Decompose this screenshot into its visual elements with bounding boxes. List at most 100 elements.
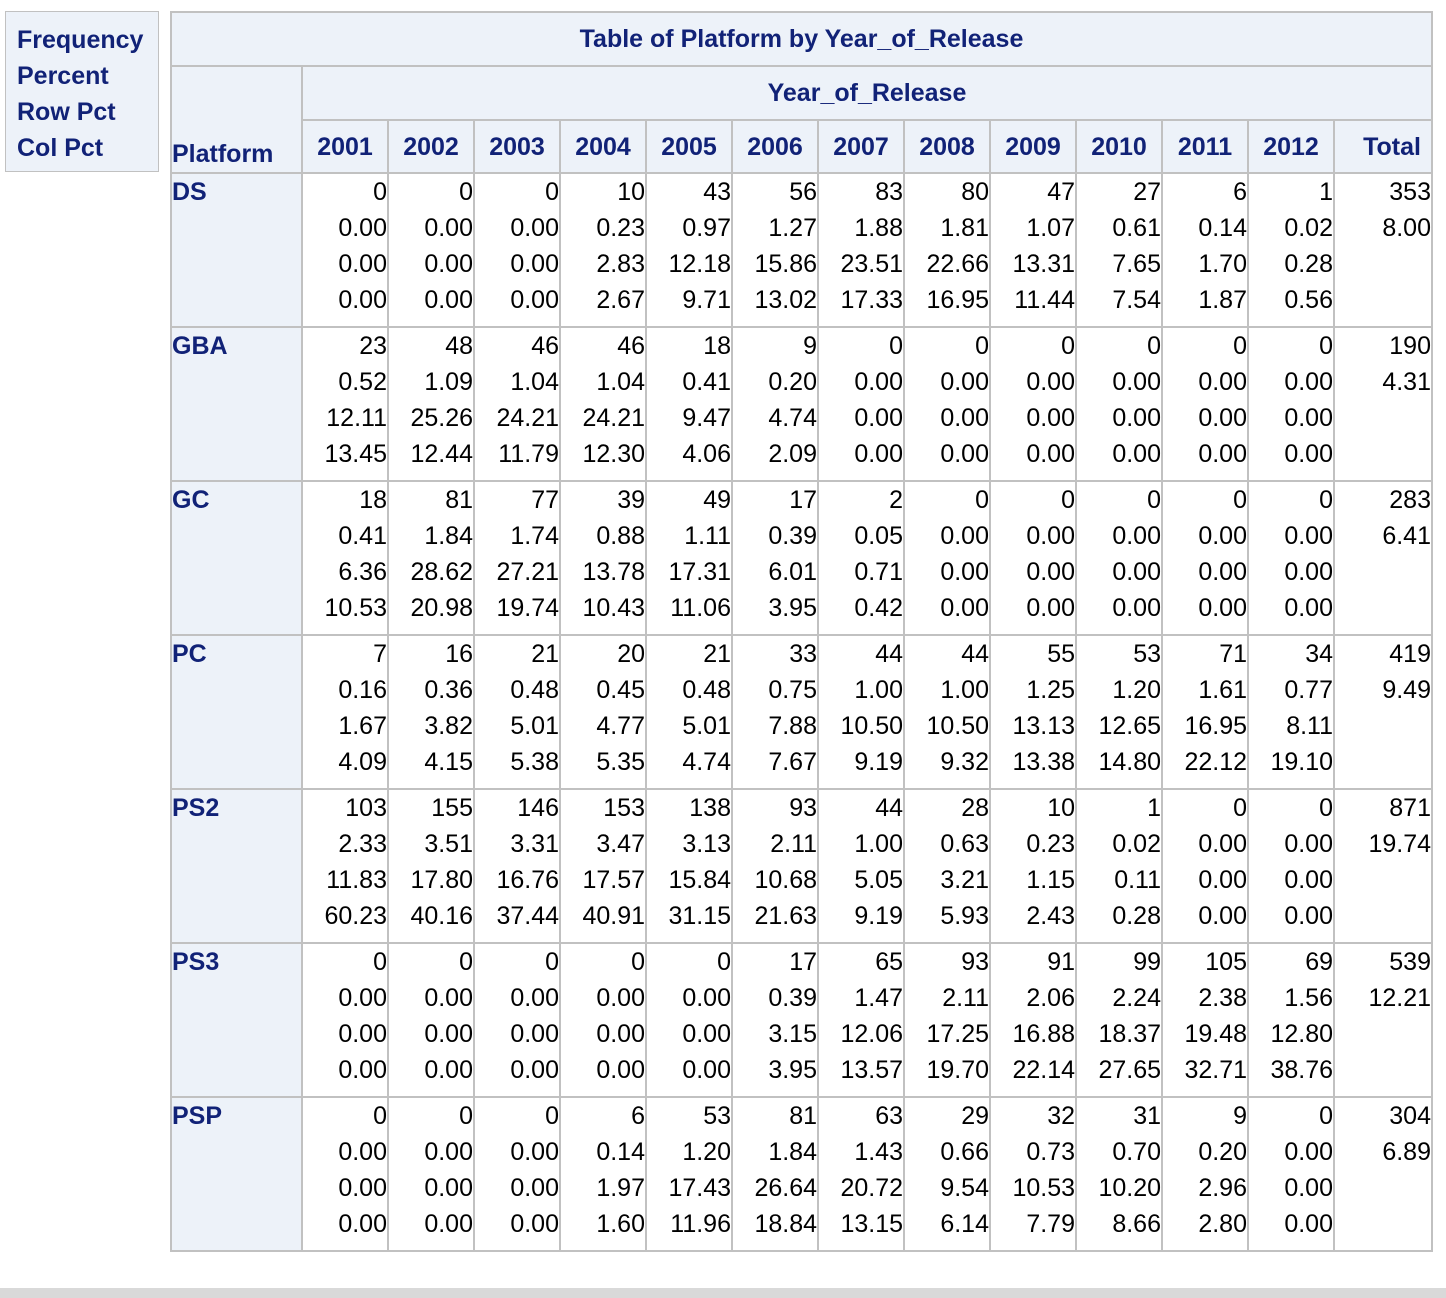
cell-pct: 1.07 xyxy=(1026,214,1075,242)
cell-colpct: 40.16 xyxy=(410,902,473,930)
cell-colpct: 10.53 xyxy=(324,594,387,622)
cell-freq: 21 xyxy=(531,640,559,668)
cell-pct: 0.00 xyxy=(940,368,989,396)
cell-freq: 69 xyxy=(1305,948,1333,976)
legend-percent: Percent xyxy=(17,62,109,90)
cell-rowpct: 0.00 xyxy=(510,1174,559,1202)
cell-freq: 9 xyxy=(1233,1102,1247,1130)
cell-freq: 0 xyxy=(459,1102,473,1130)
cell-colpct: 2.43 xyxy=(1026,902,1075,930)
cell-total-pct: 6.89 xyxy=(1382,1138,1431,1166)
cell-freq: 44 xyxy=(875,794,903,822)
cell-rowpct: 24.21 xyxy=(582,404,645,432)
table-cell: 47 1.07 13.31 11.44 xyxy=(989,172,1077,328)
cell-pct: 0.00 xyxy=(510,984,559,1012)
cell-colpct: 0.00 xyxy=(940,594,989,622)
table-cell: 0 0.00 0.00 0.00 xyxy=(1247,326,1335,482)
table-row: DS 0 0.00 0.00 0.00 0 0.00 0.00 0.00 0 0.00 0.00 0.0… xyxy=(170,172,1433,328)
cell-colpct: 12.44 xyxy=(410,440,473,468)
table-row: PC 7 0.16 1.67 4.09 16 0.36 3.82 4.15 21 0.48 5.01 5… xyxy=(170,634,1433,790)
table-cell: 21 0.48 5.01 4.74 xyxy=(645,634,733,790)
cell-pct: 0.00 xyxy=(338,984,387,1012)
total-cell: 304 6.89 xyxy=(1333,1096,1433,1252)
cell-colpct: 13.57 xyxy=(840,1056,903,1084)
cell-freq: 49 xyxy=(703,486,731,514)
cell-pct: 0.77 xyxy=(1284,676,1333,704)
table-cell: 48 1.09 25.26 12.44 xyxy=(387,326,475,482)
cell-pct: 1.56 xyxy=(1284,984,1333,1012)
cell-freq: 0 xyxy=(373,1102,387,1130)
table-cell: 0 0.00 0.00 0.00 xyxy=(301,942,389,1098)
table-row: PSP 0 0.00 0.00 0.00 0 0.00 0.00 0.00 0 0.00 0.00 0.… xyxy=(170,1096,1433,1252)
cell-colpct: 0.00 xyxy=(424,1210,473,1238)
cell-pct: 1.88 xyxy=(854,214,903,242)
cell-rowpct: 17.31 xyxy=(668,558,731,586)
cell-colpct: 0.00 xyxy=(1026,440,1075,468)
table-cell: 146 3.31 16.76 37.44 xyxy=(473,788,561,944)
cell-rowpct: 1.70 xyxy=(1198,250,1247,278)
cell-colpct: 16.95 xyxy=(926,286,989,314)
cell-total-freq: 419 xyxy=(1389,640,1431,668)
table-cell: 32 0.73 10.53 7.79 xyxy=(989,1096,1077,1252)
table-cell: 21 0.48 5.01 5.38 xyxy=(473,634,561,790)
legend-col-pct: Col Pct xyxy=(17,134,104,162)
cell-pct: 0.00 xyxy=(510,214,559,242)
table-cell: 81 1.84 26.64 18.84 xyxy=(731,1096,819,1252)
cell-pct: 1.84 xyxy=(424,522,473,550)
cell-freq: 91 xyxy=(1047,948,1075,976)
cell-colpct: 4.74 xyxy=(682,748,731,776)
cell-colpct: 8.66 xyxy=(1112,1210,1161,1238)
cell-colpct: 12.30 xyxy=(582,440,645,468)
table-cell: 6 0.14 1.70 1.87 xyxy=(1161,172,1249,328)
cell-pct: 0.02 xyxy=(1112,830,1161,858)
cell-colpct: 18.84 xyxy=(754,1210,817,1238)
year-header-2009: 2009 xyxy=(989,119,1077,174)
cell-rowpct: 0.00 xyxy=(338,250,387,278)
cell-freq: 77 xyxy=(531,486,559,514)
cell-pct: 0.48 xyxy=(510,676,559,704)
cell-rowpct: 7.88 xyxy=(768,712,817,740)
table-title: Table of Platform by Year_of_Release xyxy=(170,11,1433,67)
cell-rowpct: 3.21 xyxy=(940,866,989,894)
table-cell: 0 0.00 0.00 0.00 xyxy=(1075,480,1163,636)
cell-rowpct: 2.83 xyxy=(596,250,645,278)
cell-freq: 0 xyxy=(373,178,387,206)
cell-rowpct: 23.51 xyxy=(840,250,903,278)
table-cell: 0 0.00 0.00 0.00 xyxy=(989,480,1077,636)
cell-colpct: 5.38 xyxy=(510,748,559,776)
cell-rowpct: 4.77 xyxy=(596,712,645,740)
cell-freq: 46 xyxy=(531,332,559,360)
cell-freq: 7 xyxy=(373,640,387,668)
cell-rowpct: 0.00 xyxy=(338,1174,387,1202)
cell-rowpct: 0.00 xyxy=(596,1020,645,1048)
cell-freq: 93 xyxy=(789,794,817,822)
cell-pct: 0.00 xyxy=(854,368,903,396)
cell-freq: 2 xyxy=(889,486,903,514)
cell-colpct: 38.76 xyxy=(1270,1056,1333,1084)
cell-colpct: 0.00 xyxy=(1284,1210,1333,1238)
table-cell: 31 0.70 10.20 8.66 xyxy=(1075,1096,1163,1252)
table-cell: 34 0.77 8.11 19.10 xyxy=(1247,634,1335,790)
cell-rowpct: 0.00 xyxy=(510,1020,559,1048)
year-header-2007: 2007 xyxy=(817,119,905,174)
cell-pct: 2.11 xyxy=(770,830,817,858)
cell-pct: 0.00 xyxy=(1026,368,1075,396)
cell-pct: 0.39 xyxy=(768,522,817,550)
total-cell: 353 8.00 xyxy=(1333,172,1433,328)
cell-pct: 0.88 xyxy=(596,522,645,550)
platform-label: GBA xyxy=(170,326,303,482)
cell-freq: 20 xyxy=(617,640,645,668)
cell-freq: 10 xyxy=(1047,794,1075,822)
cell-pct: 3.13 xyxy=(682,830,731,858)
cell-pct: 1.11 xyxy=(684,522,731,550)
cell-rowpct: 0.00 xyxy=(1284,404,1333,432)
cell-rowpct: 0.00 xyxy=(1198,558,1247,586)
cell-colpct: 7.79 xyxy=(1026,1210,1075,1238)
cell-pct: 3.51 xyxy=(424,830,473,858)
cell-rowpct: 0.00 xyxy=(424,1020,473,1048)
cell-freq: 0 xyxy=(1319,486,1333,514)
cell-colpct: 0.00 xyxy=(1284,902,1333,930)
cell-colpct: 0.00 xyxy=(1198,594,1247,622)
cell-freq: 0 xyxy=(1061,486,1075,514)
cell-pct: 1.20 xyxy=(1112,676,1161,704)
